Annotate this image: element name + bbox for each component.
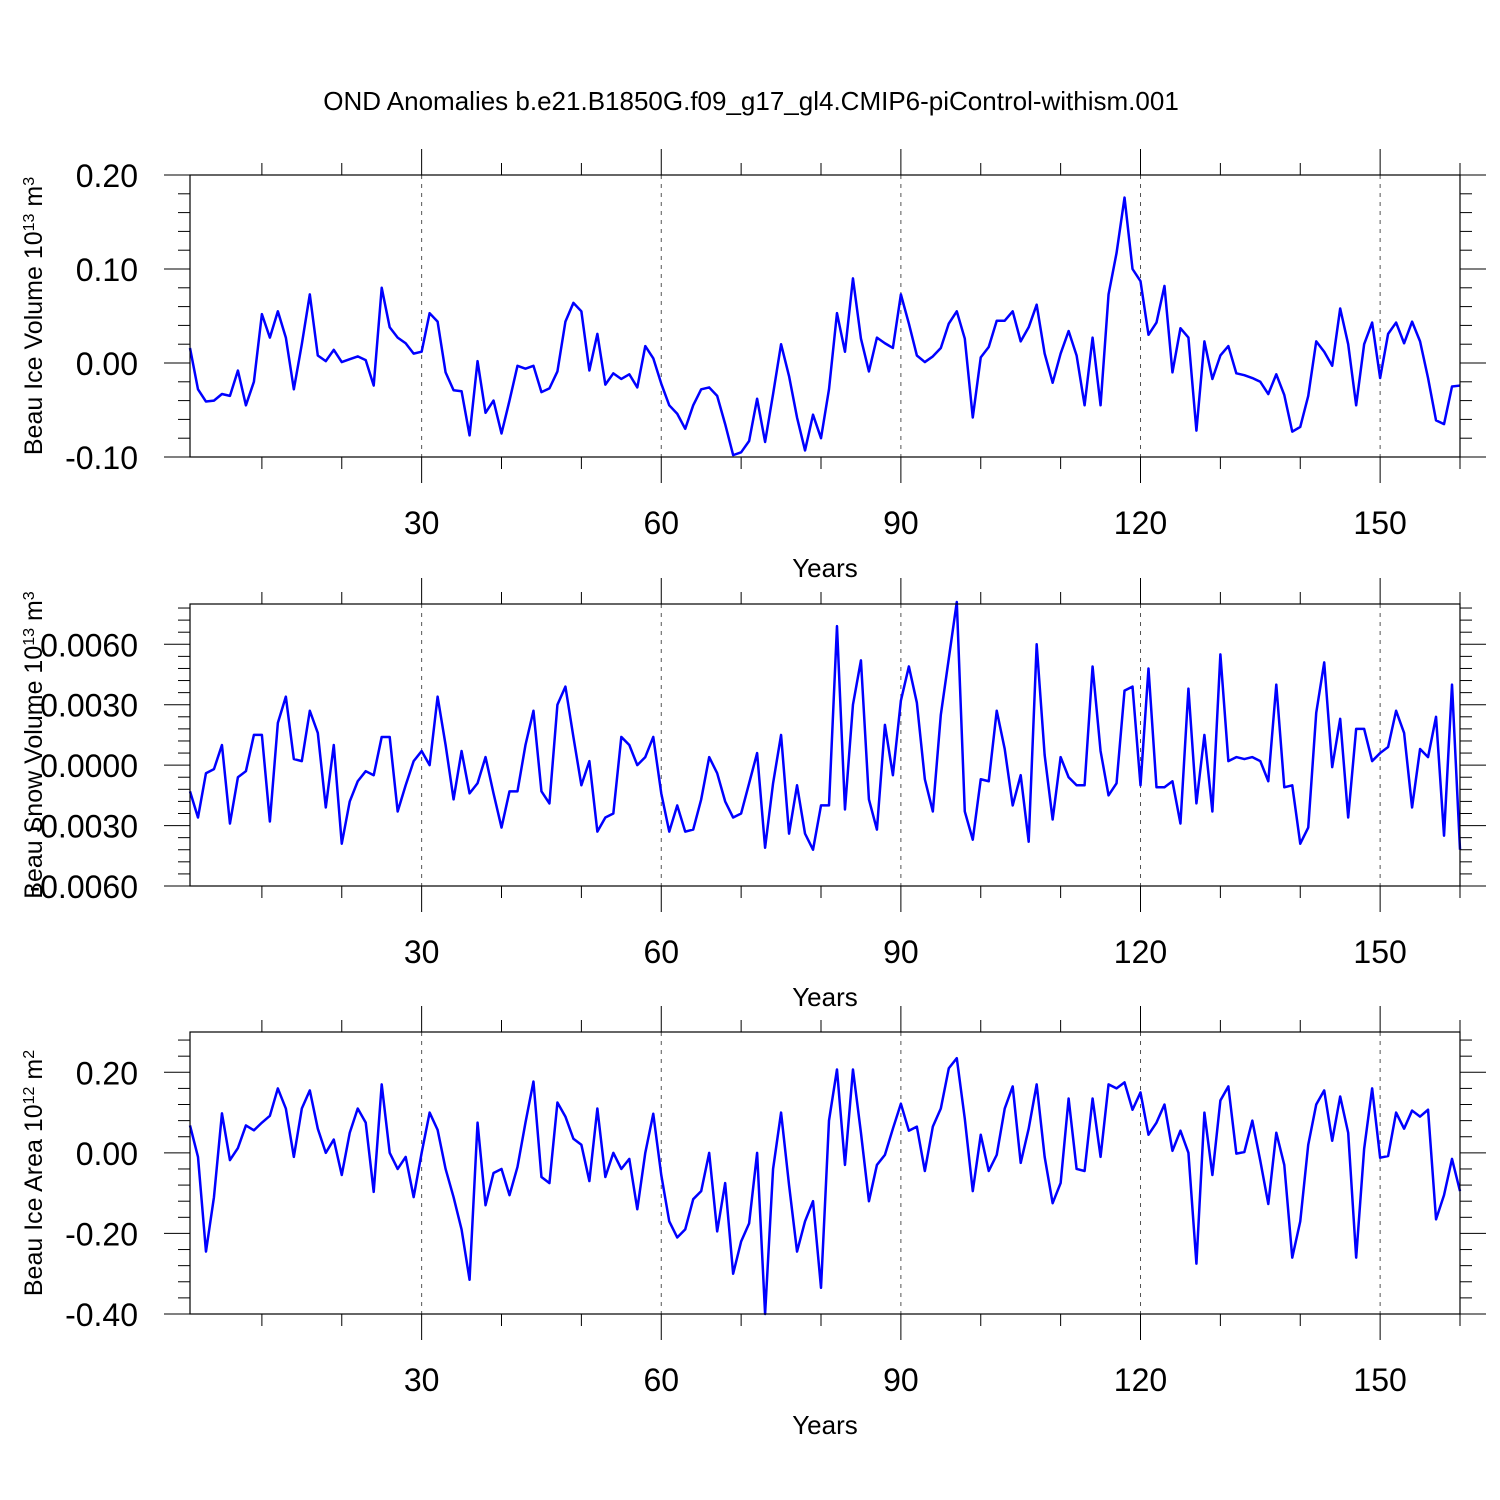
x-tick-label: 90 bbox=[883, 1362, 919, 1398]
series-line bbox=[188, 196, 1461, 457]
x-tick-label: 60 bbox=[643, 505, 679, 541]
y-tick-label: -0.40 bbox=[65, 1297, 138, 1333]
panel-2: 30 60 90 120 150 -0.0060 -0.0030 0.0000 0.0030 0.… bbox=[20, 578, 1486, 1012]
plot-frame bbox=[189, 174, 1461, 458]
x-tick-label: 30 bbox=[404, 1362, 440, 1398]
y-tick-label: 0.00 bbox=[76, 346, 138, 382]
x-axis-label: Years bbox=[792, 1410, 858, 1440]
y-tick-label: 0.0030 bbox=[40, 688, 138, 724]
y-tick-label: 0.10 bbox=[76, 252, 138, 288]
x-tick-label: 150 bbox=[1353, 934, 1406, 970]
y-axis-label: Beau Ice Volume 1013 m3 bbox=[20, 177, 48, 455]
x-tick-label: 90 bbox=[883, 505, 919, 541]
y-tick-label: -0.0030 bbox=[29, 809, 138, 845]
series-line bbox=[188, 600, 1462, 851]
x-tick-label: 120 bbox=[1114, 1362, 1167, 1398]
panel-3: 30 60 90 120 150 -0.40 -0.20 0.00 0.20 Years Beau … bbox=[20, 1006, 1486, 1440]
x-tick-label: 150 bbox=[1353, 505, 1406, 541]
y-tick-label: 0.20 bbox=[76, 1055, 138, 1091]
y-tick-label: 0.0060 bbox=[40, 627, 138, 663]
x-tick-label: 90 bbox=[883, 934, 919, 970]
x-tick-label: 30 bbox=[404, 934, 440, 970]
y-tick-label: -0.0060 bbox=[29, 869, 138, 905]
x-tick-label: 60 bbox=[643, 1362, 679, 1398]
y-axis-label: Beau Ice Area 1012 m2 bbox=[20, 1050, 48, 1296]
y-tick-label: -0.10 bbox=[65, 440, 138, 476]
x-tick-label: 150 bbox=[1353, 1362, 1406, 1398]
panels: 30 60 90 120 150 -0.10 0.00 0.10 0.20 Years Beau I… bbox=[20, 149, 1486, 1440]
x-axis-label: Years bbox=[792, 553, 858, 583]
y-tick-label: 0.0000 bbox=[40, 748, 138, 784]
y-tick-label: -0.20 bbox=[65, 1216, 138, 1252]
y-axis-label: Beau Snow Volume 1013 m3 bbox=[20, 591, 48, 899]
series-line bbox=[188, 1056, 1462, 1316]
x-tick-label: 60 bbox=[643, 934, 679, 970]
x-tick-label: 30 bbox=[404, 505, 440, 541]
x-tick-label: 120 bbox=[1114, 934, 1167, 970]
y-tick-label: 0.00 bbox=[76, 1136, 138, 1172]
plot-frame bbox=[189, 603, 1461, 887]
x-tick-label: 120 bbox=[1114, 505, 1167, 541]
panel-1: 30 60 90 120 150 -0.10 0.00 0.10 0.20 Years Beau I… bbox=[20, 149, 1486, 583]
figure-title: OND Anomalies b.e21.B1850G.f09_g17_gl4.C… bbox=[323, 86, 1179, 116]
y-tick-label: 0.20 bbox=[76, 158, 138, 194]
x-axis-label: Years bbox=[792, 982, 858, 1012]
plot-frame bbox=[189, 1031, 1461, 1315]
